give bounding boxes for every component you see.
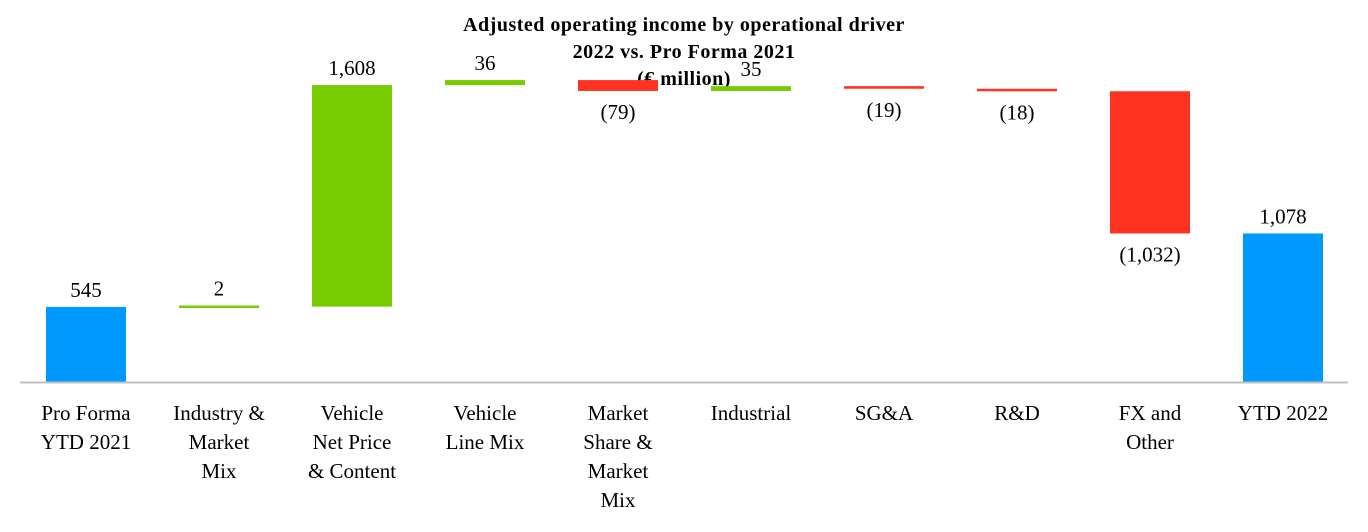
category-labels-layer: Pro Forma YTD 2021 Industry & Market Mix Vehi… — [41, 401, 1328, 512]
category-label-2-line-0: Vehicle — [321, 401, 384, 425]
category-label-8: FX and Other — [1119, 401, 1182, 454]
category-label-2-line-1: Net Price — [313, 430, 392, 454]
category-label-4: Market Share & Market Mix — [583, 401, 652, 512]
category-label-6-line-0: SG&A — [855, 401, 914, 425]
category-label-0: Pro Forma YTD 2021 — [41, 401, 132, 454]
bar-3 — [445, 80, 525, 86]
value-label-9: 1,078 — [1259, 204, 1306, 228]
bar-8 — [1110, 91, 1190, 234]
category-label-5-line-0: Industrial — [711, 401, 792, 425]
value-labels-layer: 545 2 1,608 36 (79) 35 (19) (18) (1,032) 1,078 — [70, 51, 1306, 302]
category-label-7: R&D — [994, 401, 1040, 425]
category-label-1-line-0: Industry & — [173, 401, 265, 425]
category-label-9: YTD 2022 — [1238, 401, 1328, 425]
value-label-1: 2 — [214, 277, 225, 301]
value-label-7: (18) — [1000, 100, 1035, 124]
category-label-4-line-3: Mix — [600, 488, 636, 512]
category-label-8-line-1: Other — [1126, 430, 1174, 454]
category-label-5: Industrial — [711, 401, 792, 425]
category-label-9-line-0: YTD 2022 — [1238, 401, 1328, 425]
value-label-8: (1,032) — [1119, 242, 1180, 266]
bar-4 — [578, 80, 658, 91]
chart-subtitle-line-2: (€ million) — [637, 68, 731, 90]
category-label-0-line-1: YTD 2021 — [41, 430, 131, 454]
category-label-2: Vehicle Net Price & Content — [308, 401, 396, 483]
bar-1 — [179, 305, 259, 309]
category-label-0-line-0: Pro Forma — [41, 401, 131, 425]
category-label-3-line-0: Vehicle — [454, 401, 517, 425]
value-label-4: (79) — [601, 100, 636, 124]
category-label-1-line-1: Market — [189, 430, 250, 454]
category-label-7-line-0: R&D — [994, 401, 1040, 425]
bars-layer — [46, 80, 1323, 382]
chart-subtitle-line-1: 2022 vs. Pro Forma 2021 — [572, 41, 796, 63]
category-label-3-line-1: Line Mix — [446, 430, 525, 454]
value-label-3: 36 — [475, 51, 496, 75]
category-label-4-line-2: Market — [588, 459, 649, 483]
chart-title: Adjusted operating income by operational… — [463, 14, 905, 36]
value-label-0: 545 — [70, 278, 102, 302]
bar-7 — [977, 88, 1057, 92]
chart-title-block: Adjusted operating income by operational… — [0, 12, 1368, 93]
category-label-6: SG&A — [855, 401, 914, 425]
bar-5 — [711, 86, 791, 91]
category-label-4-line-1: Share & — [583, 430, 652, 454]
category-label-4-line-0: Market — [588, 401, 649, 425]
value-label-2: 1,608 — [328, 56, 375, 80]
bar-6 — [844, 86, 924, 89]
bar-2 — [312, 85, 392, 307]
category-label-1-line-2: Mix — [201, 459, 237, 483]
category-label-3: Vehicle Line Mix — [446, 401, 525, 454]
bar-0 — [46, 306, 126, 382]
value-label-6: (19) — [867, 98, 902, 122]
value-label-5: 35 — [741, 57, 762, 81]
category-label-8-line-0: FX and — [1119, 401, 1182, 425]
category-label-1: Industry & Market Mix — [173, 401, 265, 483]
bar-9 — [1243, 233, 1323, 382]
category-label-2-line-2: & Content — [308, 459, 396, 483]
